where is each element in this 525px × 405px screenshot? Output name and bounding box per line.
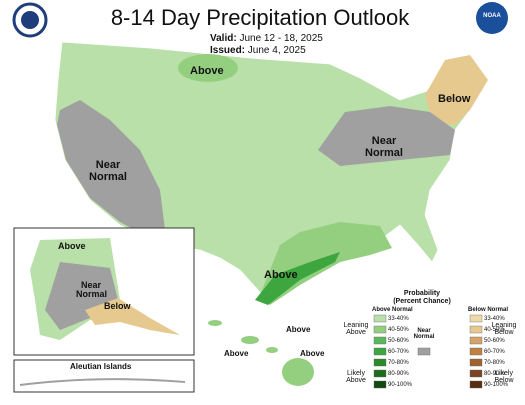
legend-swatch	[417, 347, 431, 356]
above-gulf-core	[255, 252, 340, 305]
legend-level: 90-100%	[388, 382, 413, 388]
alaska-label: Near Normal	[76, 280, 108, 300]
aleutians	[19, 378, 186, 386]
legend-header: Below Normal	[468, 307, 509, 313]
legend-level: 80-90%	[388, 371, 409, 377]
legend-group: Likely Above	[346, 370, 366, 385]
region-label: Below	[438, 93, 471, 105]
alaska-below	[85, 298, 180, 335]
legend-level: 50-60%	[484, 338, 505, 344]
legend-swatch	[373, 336, 387, 345]
region-label: Above	[264, 269, 298, 281]
near-normal-lakes	[318, 106, 455, 166]
legend-swatch	[469, 336, 483, 345]
legend-swatch	[373, 380, 387, 389]
alaska-label: Below	[104, 301, 131, 311]
legend-level: 80-90%	[484, 371, 505, 377]
legend-swatch	[373, 325, 387, 334]
aleutian-box	[13, 359, 195, 393]
legend-near: Near Normal	[413, 328, 435, 341]
legend-swatch	[469, 314, 483, 323]
legend-header: Above Normal	[372, 307, 413, 313]
legend-swatch	[469, 358, 483, 367]
region-label: Near Normal	[365, 135, 403, 159]
legend-swatch	[373, 369, 387, 378]
legend-level: 50-60%	[388, 338, 409, 344]
legend-swatch	[469, 369, 483, 378]
noaa-text: NOAA	[483, 13, 501, 19]
legend-swatches	[373, 314, 483, 389]
valid-label: Valid:	[210, 33, 237, 44]
doc-logo-center	[21, 11, 39, 29]
legend-swatch	[373, 358, 387, 367]
above-north	[178, 54, 238, 82]
legend-level: 60-70%	[388, 349, 409, 355]
legend-level: 40-50%	[484, 327, 505, 333]
legend-level: 70-80%	[484, 360, 505, 366]
legend-group: Leaning Below	[491, 322, 517, 337]
legend-level: 40-50%	[388, 327, 409, 333]
legend-subtitle: (Percent Chance)	[393, 298, 451, 305]
below-northeast	[425, 55, 488, 125]
legend-level: 33-40%	[388, 316, 409, 322]
title: 8-14 Day Precipitation Outlook	[110, 5, 410, 30]
legend-swatch	[469, 347, 483, 356]
hawaii-island	[208, 320, 222, 326]
region-label: Above	[190, 65, 224, 77]
hawaii-island	[266, 347, 278, 353]
legend-level: 90-100%	[484, 382, 509, 388]
legend-swatch	[373, 347, 387, 356]
legend-swatch	[469, 325, 483, 334]
legend-title: Probability	[403, 290, 441, 297]
hawaii-island	[241, 336, 259, 344]
legend-swatch	[469, 380, 483, 389]
hawaii-label: Above	[224, 349, 249, 358]
legend-level: 33-40%	[484, 316, 505, 322]
issued-date: June 4, 2025	[247, 45, 306, 56]
alaska-near	[45, 262, 118, 330]
alaska-label: Above	[58, 241, 86, 251]
hawaii-island	[282, 358, 314, 386]
aleutian-label: Aleutian Islands	[70, 362, 132, 371]
legend-group: Likely Below	[494, 370, 514, 385]
issued: Issued: June 4, 2025	[210, 45, 306, 57]
issued-label: Issued:	[210, 45, 246, 56]
hawaii-label: Above	[286, 325, 311, 334]
valid-dates: June 12 - 18, 2025	[239, 33, 323, 44]
legend-swatch	[373, 314, 387, 323]
near-normal-west	[57, 100, 165, 238]
valid: Valid: June 12 - 18, 2025	[210, 33, 323, 45]
region-label: Near Normal	[89, 159, 127, 183]
legend-level: 60-70%	[484, 349, 505, 355]
legend-group: Leaning Above	[343, 322, 369, 337]
legend-level: 70-80%	[388, 360, 409, 366]
noaa-logo	[476, 2, 508, 34]
hawaii-label: Above	[300, 349, 325, 358]
